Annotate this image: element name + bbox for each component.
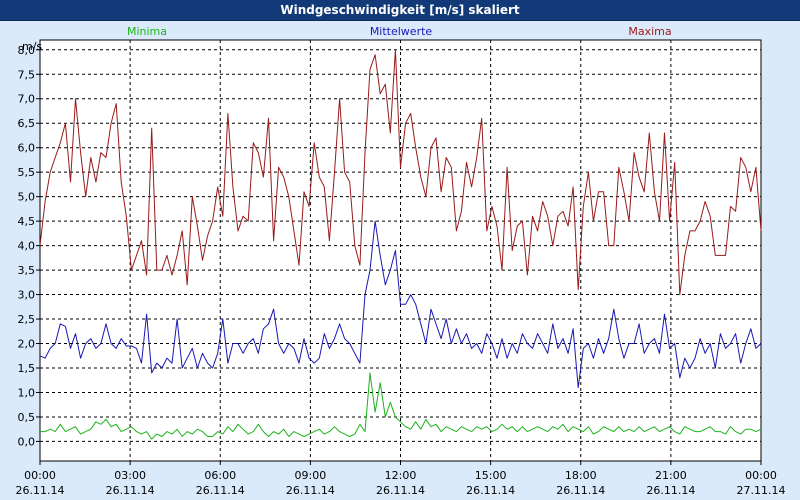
- y-tick-label: 0,0: [18, 435, 36, 448]
- chart-title-bar: Windgeschwindigkeit [m/s] skaliert: [0, 0, 800, 21]
- x-tick-date: 26.11.14: [556, 484, 605, 497]
- x-tick-date: 26.11.14: [196, 484, 245, 497]
- y-tick-label: 5,0: [18, 191, 36, 204]
- legend: Minima Mittelwerte Maxima: [127, 25, 672, 38]
- x-tick-time: 15:00: [475, 469, 507, 482]
- legend-mittelwerte: Mittelwerte: [370, 25, 433, 38]
- y-tick-label: 6,5: [18, 117, 36, 130]
- y-tick-label: 6,0: [18, 142, 36, 155]
- x-tick-time: 09:00: [295, 469, 327, 482]
- series-maxima-line: [39, 49, 762, 296]
- y-tick-label: 0,5: [18, 411, 36, 424]
- gridlines: [40, 40, 761, 461]
- x-tick-time: 12:00: [385, 469, 417, 482]
- x-tick-date: 26.11.14: [466, 484, 515, 497]
- y-tick-label: 1,0: [18, 386, 36, 399]
- y-tick-label: 8,0: [18, 44, 36, 57]
- series-mittelwerte-line: [39, 220, 762, 389]
- series-lines: [39, 49, 762, 440]
- y-tick-label: 5,5: [18, 166, 36, 179]
- x-tick-date: 26.11.14: [646, 484, 695, 497]
- x-tick-time: 18:00: [565, 469, 597, 482]
- y-tick-label: 1,5: [18, 362, 36, 375]
- legend-minima: Minima: [127, 25, 167, 38]
- y-axis: 0,0 0,5 1,0 1,5 2,0 2,5 3,0 3,5 4,0 4,5 5,0 5,5 6,0 6…: [18, 44, 40, 448]
- y-tick-label: 2,0: [18, 338, 36, 351]
- y-tick-label: 2,5: [18, 313, 36, 326]
- legend-maxima: Maxima: [628, 25, 671, 38]
- x-tick-time: 06:00: [204, 469, 236, 482]
- series-minima-line: [40, 372, 762, 440]
- x-tick-time: 00:00: [745, 469, 777, 482]
- x-tick-time: 03:00: [114, 469, 146, 482]
- y-tick-label: 4,0: [18, 240, 36, 253]
- y-tick-label: 3,0: [18, 289, 36, 302]
- y-tick-label: 7,5: [18, 68, 36, 81]
- x-tick-date: 26.11.14: [286, 484, 335, 497]
- x-tick-date: 26.11.14: [16, 484, 65, 497]
- x-tick-date: 27.11.14: [737, 484, 786, 497]
- chart-title: Windgeschwindigkeit [m/s] skaliert: [280, 3, 520, 17]
- x-axis: 00:00 26.11.14 03:00 26.11.14 06:00 26.11.14 0…: [16, 461, 786, 497]
- y-tick-label: 3,5: [18, 264, 36, 277]
- x-tick-time: 21:00: [655, 469, 687, 482]
- y-tick-label: 7,0: [18, 93, 36, 106]
- x-tick-date: 26.11.14: [106, 484, 155, 497]
- x-tick-date: 26.11.14: [376, 484, 425, 497]
- y-tick-label: 4,5: [18, 215, 36, 228]
- x-tick-time: 00:00: [24, 469, 56, 482]
- y-axis-label: m/s: [22, 40, 42, 53]
